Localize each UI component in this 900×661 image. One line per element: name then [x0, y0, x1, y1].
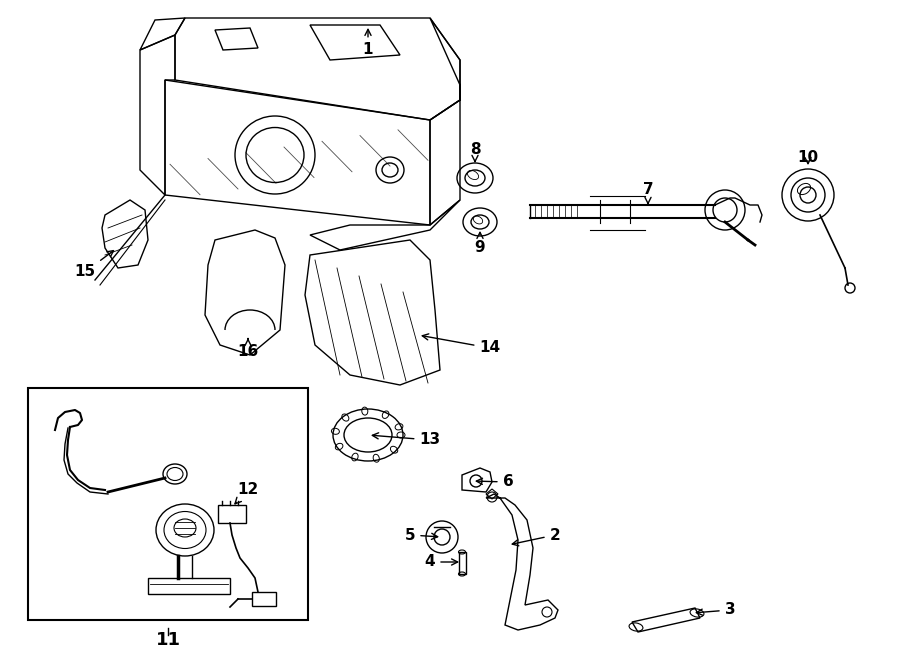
Text: 8: 8: [470, 143, 481, 161]
Text: 5: 5: [405, 527, 437, 543]
Text: 6: 6: [476, 475, 513, 490]
Text: 11: 11: [156, 631, 181, 649]
Text: 9: 9: [474, 232, 485, 256]
Bar: [28, 388, 308, 620]
Bar: [252, 592, 276, 606]
Text: 16: 16: [238, 339, 258, 360]
Text: 12: 12: [235, 483, 258, 504]
Bar: [148, 578, 230, 594]
Text: 4: 4: [425, 555, 458, 570]
Text: 10: 10: [797, 151, 819, 165]
Bar: [218, 505, 246, 523]
Text: 13: 13: [373, 432, 441, 447]
Bar: [459, 552, 466, 574]
Text: 7: 7: [643, 182, 653, 204]
Text: 1: 1: [363, 29, 374, 58]
Text: 2: 2: [512, 527, 561, 546]
Text: 3: 3: [697, 602, 735, 617]
Text: 15: 15: [75, 251, 113, 280]
Text: 14: 14: [422, 334, 500, 356]
